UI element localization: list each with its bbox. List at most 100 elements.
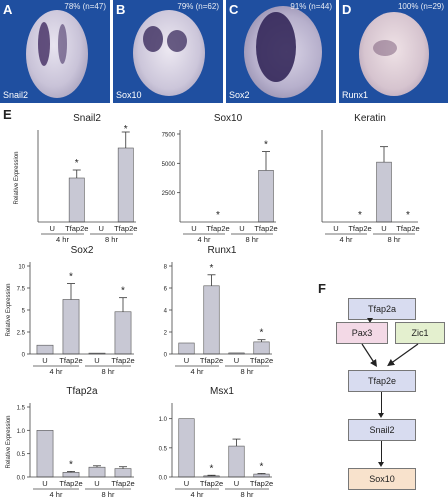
chart-title-sox2: Sox2 xyxy=(71,245,94,256)
bar-tfap2a-2 xyxy=(88,466,106,478)
group-label-msx1-0: 4 hr xyxy=(191,490,204,499)
y-tick-label-sox2-2: 5 xyxy=(22,309,26,315)
x-tick-label-msx1-1: Tfap2e xyxy=(200,479,223,488)
y-tick-label-runx1-2: 4 xyxy=(164,309,168,315)
arrow-pax3-tfap2e xyxy=(361,343,377,368)
group-label-runx1-1: 8 hr xyxy=(241,367,254,376)
flow-zic1-box: Zic1 xyxy=(395,322,445,344)
x-tick-label-sox2-2: U xyxy=(94,356,99,365)
significance-star-snail2-3: * xyxy=(124,124,128,135)
bar-runx1-1 xyxy=(203,285,220,355)
y-tick-label-tfap2a-3: 0.0 xyxy=(17,476,26,482)
y-tick-label-sox2-0: 10 xyxy=(18,265,25,271)
bar-tfap2a-3 xyxy=(114,468,132,478)
bar-sox2-0 xyxy=(36,344,54,355)
y-tick-label-tfap2a-1: 1.0 xyxy=(17,429,26,435)
group-label-tfap2a-0: 4 hr xyxy=(50,490,63,499)
stain-c xyxy=(256,12,296,82)
panel-b-pct: 79% (n=62) xyxy=(177,2,219,11)
y-tick-label-msx1-2: 0.0 xyxy=(159,476,168,482)
flow-sox10-box: Sox10 xyxy=(348,468,416,490)
group-label-runx1-0: 4 hr xyxy=(191,367,204,376)
significance-star-sox2-1: * xyxy=(69,272,73,283)
significance-star-msx1-1: * xyxy=(210,463,214,474)
x-tick-label-msx1-2: U xyxy=(234,479,239,488)
flow-sox10-text: Sox10 xyxy=(369,474,395,484)
x-tick-label-sox2-3: Tfap2e xyxy=(111,356,134,365)
significance-star-keratin-1: * xyxy=(358,210,362,221)
y-tick-label-sox10-1: 5000 xyxy=(162,162,176,168)
stain-b2 xyxy=(167,30,187,52)
stain-b xyxy=(143,26,163,52)
x-tick-label-sox10-0: U xyxy=(191,224,196,233)
significance-star-tfap2a-1: * xyxy=(69,459,73,470)
group-label-sox10-1: 8 hr xyxy=(246,235,259,244)
bar-keratin-2 xyxy=(376,161,392,223)
panel-a-image: A 78% (n=47) Snail2 xyxy=(0,0,110,103)
flow-snail2-text: Snail2 xyxy=(369,425,395,435)
panel-d-gene: Runx1 xyxy=(342,90,369,100)
embryo-a xyxy=(26,10,88,98)
chart-title-tfap2a: Tfap2a xyxy=(66,386,98,397)
significance-star-snail2-1: * xyxy=(75,158,79,169)
flow-tfap2e-text: Tfap2e xyxy=(367,376,397,386)
chart-title-sox10: Sox10 xyxy=(214,113,243,124)
flow-tfap2e-box: Tfap2e xyxy=(348,370,416,392)
x-tick-label-keratin-0: U xyxy=(333,224,338,233)
x-tick-label-snail2-2: U xyxy=(99,224,104,233)
group-label-tfap2a-1: 8 hr xyxy=(102,490,115,499)
x-tick-label-msx1-3: Tfap2e xyxy=(250,479,273,488)
x-tick-label-runx1-3: Tfap2e xyxy=(250,356,273,365)
bar-msx1-3 xyxy=(253,473,270,478)
significance-star-keratin-3: * xyxy=(406,210,410,221)
x-tick-label-runx1-1: Tfap2e xyxy=(200,356,223,365)
y-tick-label-sox10-0: 7500 xyxy=(162,133,176,139)
embryo-d xyxy=(359,12,429,96)
bar-runx1-0 xyxy=(178,342,195,355)
panel-c-pct: 91% (n=44) xyxy=(290,2,332,11)
flow-arrows-svg xyxy=(361,343,419,368)
panel-c-gene: Sox2 xyxy=(229,90,250,100)
significance-star-runx1-1: * xyxy=(210,263,214,274)
y-tick-label-tfap2a-0: 1.5 xyxy=(17,406,26,412)
flow-pax3-text: Pax3 xyxy=(351,328,373,338)
group-label-keratin-1: 8 hr xyxy=(388,235,401,244)
arrow-zic1-tfap2e xyxy=(387,343,419,367)
group-label-msx1-1: 8 hr xyxy=(241,490,254,499)
chart-title-keratin: Keratin xyxy=(354,113,386,124)
flow-tfap2a-text: Tfap2a xyxy=(367,304,397,314)
chart-title-snail2: Snail2 xyxy=(73,113,101,124)
bar-snail2-3 xyxy=(117,147,134,223)
bar-msx1-0 xyxy=(178,418,195,478)
y-tick-label-sox2-3: 2.5 xyxy=(17,331,26,337)
panel-c-letter: C xyxy=(229,2,239,17)
bar-runx1-3 xyxy=(253,341,270,355)
flow-snail2-box: Snail2 xyxy=(348,419,416,441)
x-tick-label-sox10-1: Tfap2e xyxy=(206,224,229,233)
y-tick-label-sox10-2: 2500 xyxy=(162,191,176,197)
y-tick-label-tfap2a-2: 0.5 xyxy=(17,452,26,458)
x-tick-label-tfap2a-2: U xyxy=(94,479,99,488)
stain-d xyxy=(373,40,397,56)
bar-sox2-3 xyxy=(114,311,132,355)
group-label-keratin-0: 4 hr xyxy=(340,235,353,244)
x-tick-label-msx1-0: U xyxy=(184,479,189,488)
x-tick-label-sox10-2: U xyxy=(239,224,244,233)
panel-d-letter: D xyxy=(342,2,352,17)
chart-title-runx1: Runx1 xyxy=(208,245,237,256)
arrow-snail2-sox10 xyxy=(378,441,384,467)
flow-tfap2a-box: Tfap2a xyxy=(348,298,416,320)
y-tick-label-runx1-3: 2 xyxy=(164,331,168,337)
panel-c-image: C 91% (n=44) Sox2 xyxy=(226,0,336,103)
x-tick-label-runx1-0: U xyxy=(184,356,189,365)
x-tick-label-snail2-1: Tfap2e xyxy=(65,224,88,233)
significance-star-sox10-1: * xyxy=(216,210,220,221)
significance-star-msx1-3: * xyxy=(260,462,264,473)
stain-a2 xyxy=(58,24,67,64)
group-label-sox10-0: 4 hr xyxy=(198,235,211,244)
significance-star-sox2-3: * xyxy=(121,286,125,297)
group-label-sox2-1: 8 hr xyxy=(102,367,115,376)
x-tick-label-sox10-3: Tfap2e xyxy=(254,224,277,233)
panel-b-gene: Sox10 xyxy=(116,90,142,100)
